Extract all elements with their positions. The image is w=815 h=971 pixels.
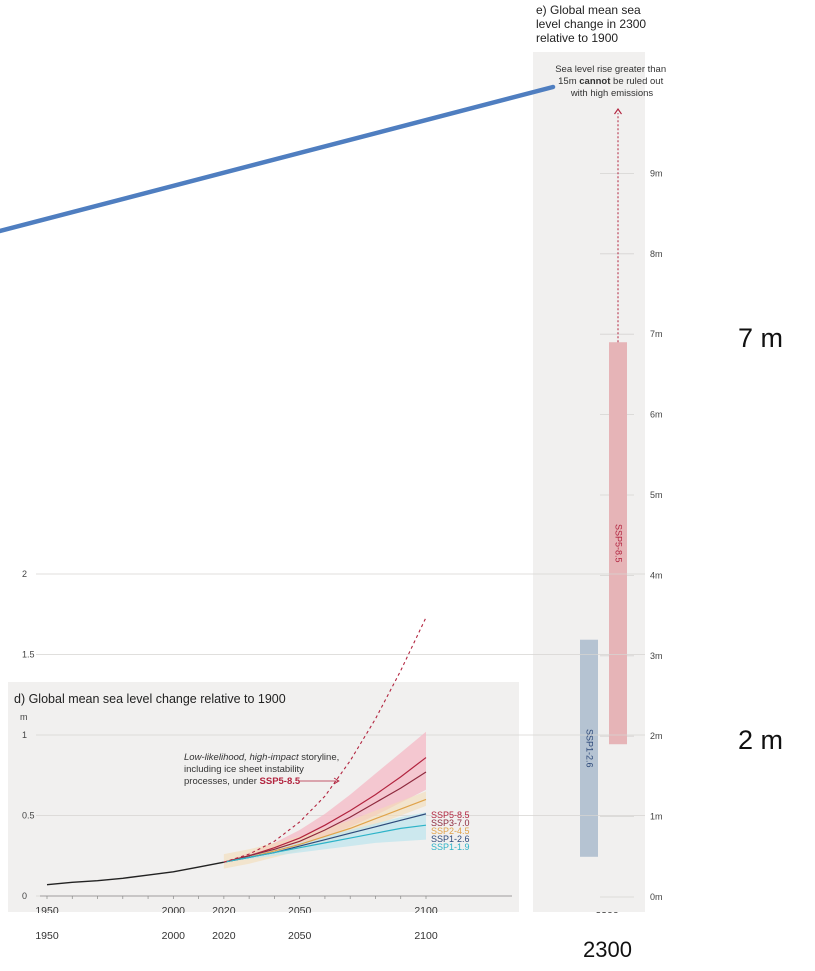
- bottom-tick-label: 1950: [35, 930, 59, 942]
- e-y-tick-label: 7m: [650, 329, 663, 339]
- d-y-tick-label: 2: [22, 569, 27, 579]
- e-bar: [580, 639, 598, 857]
- e-arrow-head: [614, 108, 622, 115]
- e-y-tick-label: 1m: [650, 812, 663, 822]
- bottom-axis-ticks: 1950 2000 2020 2050 2100: [35, 930, 438, 942]
- e-bar-label: SSP1-2.6: [585, 729, 595, 768]
- storyline-annotation: Low-likelihood, high-impact storyline, i…: [184, 752, 342, 787]
- d-y-tick-label: 1.5: [22, 650, 35, 660]
- storyline-pointer-head: [333, 777, 340, 785]
- d-y-tick-label: 0: [22, 891, 27, 901]
- panel-e-note: Sea level rise greater than 15m cannot b…: [555, 64, 669, 99]
- d-series-label: SSP1-2.6: [431, 834, 470, 844]
- e-y-tick-label: 3m: [650, 651, 663, 661]
- d-series-label: SSP2-4.5: [431, 826, 470, 836]
- panel-e-title: e) Global mean sea level change in 2300 …: [536, 3, 649, 45]
- bottom-tick-label: 2020: [212, 930, 236, 942]
- bottom-strip-right: [533, 913, 645, 943]
- panel-d-title: d) Global mean sea level change relative…: [14, 692, 286, 706]
- bottom-tick-label: 2100: [414, 930, 438, 942]
- d-series-line: [223, 824, 427, 863]
- e-bar: [609, 342, 627, 745]
- d-y-tick-label: 0.5: [22, 811, 35, 821]
- d-series-line: [223, 771, 427, 863]
- pointer-arrow: [0, 84, 556, 234]
- bottom-strip: [8, 913, 519, 943]
- bottom-2300-label: 2300: [583, 937, 632, 962]
- e-y-tick-label: 6m: [650, 410, 663, 420]
- d-series-label: SSP5-8.5: [431, 810, 470, 820]
- e-bar-label: SSP5-8.5: [614, 524, 624, 563]
- e-y-tick-label: 4m: [650, 570, 663, 580]
- e-y-tick-label: 0m: [650, 892, 663, 902]
- d-y-tick-label: 1: [22, 730, 27, 740]
- e-y-tick-label: 5m: [650, 490, 663, 500]
- label-7m: 7 m: [738, 323, 783, 353]
- d-series-label: SSP1-1.9: [431, 842, 470, 852]
- e-y-tick-label: 8m: [650, 249, 663, 259]
- d-series-label: SSP3-7.0: [431, 818, 470, 828]
- e-y-tick-label: 2m: [650, 731, 663, 741]
- e-y-tick-label: 9m: [650, 168, 663, 178]
- panel-d-y-unit: m: [20, 712, 28, 722]
- bottom-tick-label: 2050: [288, 930, 312, 942]
- bottom-tick-label: 2000: [162, 930, 186, 942]
- label-2m: 2 m: [738, 725, 783, 755]
- d-observed-line: [46, 861, 224, 886]
- panel-d-background: [8, 682, 519, 912]
- d-storyline-line: [223, 617, 427, 863]
